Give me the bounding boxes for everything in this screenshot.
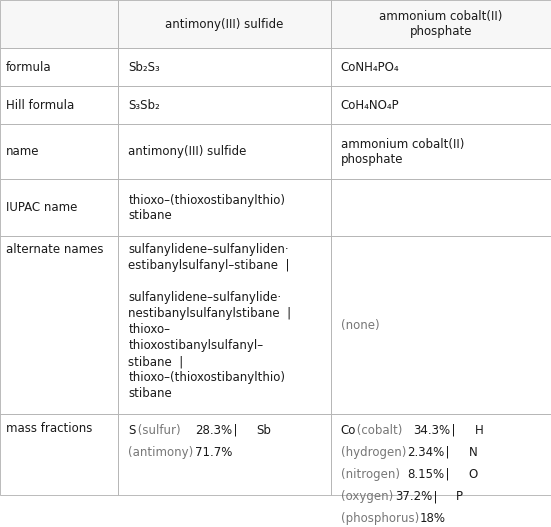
Text: |: | xyxy=(426,490,445,503)
Text: |: | xyxy=(438,446,457,459)
Bar xyxy=(0,0,118,48)
Text: antimony(III) sulfide: antimony(III) sulfide xyxy=(128,145,247,158)
Text: (phosphorus): (phosphorus) xyxy=(341,512,423,525)
Bar xyxy=(331,48,551,86)
Text: |: | xyxy=(226,424,245,437)
Bar xyxy=(0,48,118,86)
Text: 37.2%: 37.2% xyxy=(395,490,433,503)
Bar xyxy=(118,236,331,414)
Bar xyxy=(331,0,551,48)
Text: IUPAC name: IUPAC name xyxy=(6,201,77,214)
Text: sulfanylidene–sulfanyliden·
estibanylsulfanyl–stibane  |

sulfanylidene–sulfanyl: sulfanylidene–sulfanyliden· estibanylsul… xyxy=(128,243,291,401)
Text: (antimony): (antimony) xyxy=(128,446,197,459)
Text: 18%: 18% xyxy=(420,512,446,525)
Text: CoNH₄PO₄: CoNH₄PO₄ xyxy=(341,61,399,74)
Bar xyxy=(331,414,551,495)
Text: Sb: Sb xyxy=(256,424,271,437)
Text: 2.34%: 2.34% xyxy=(408,446,445,459)
Bar xyxy=(0,179,118,236)
Bar xyxy=(118,414,331,495)
Text: O: O xyxy=(468,468,478,481)
Text: name: name xyxy=(6,145,39,158)
Bar xyxy=(331,179,551,236)
Bar xyxy=(0,124,118,179)
Text: (oxygen): (oxygen) xyxy=(341,490,397,503)
Text: (none): (none) xyxy=(341,319,379,331)
Text: Sb₂S₃: Sb₂S₃ xyxy=(128,61,160,74)
Text: H: H xyxy=(474,424,483,437)
Text: 28.3%: 28.3% xyxy=(196,424,233,437)
Text: CoH₄NO₄P: CoH₄NO₄P xyxy=(341,99,399,112)
Bar xyxy=(118,124,331,179)
Bar xyxy=(0,86,118,124)
Text: N: N xyxy=(468,446,477,459)
Text: formula: formula xyxy=(6,61,51,74)
Text: 71.7%: 71.7% xyxy=(196,446,233,459)
Bar xyxy=(0,236,118,414)
Text: 8.15%: 8.15% xyxy=(408,468,445,481)
Bar xyxy=(118,86,331,124)
Text: 34.3%: 34.3% xyxy=(414,424,451,437)
Text: (cobalt): (cobalt) xyxy=(353,424,406,437)
Bar xyxy=(118,0,331,48)
Text: |: | xyxy=(438,468,457,481)
Text: Hill formula: Hill formula xyxy=(6,99,74,112)
Text: thioxo–(thioxostibanylthio)
stibane: thioxo–(thioxostibanylthio) stibane xyxy=(128,193,285,222)
Bar xyxy=(118,179,331,236)
Text: S₃Sb₂: S₃Sb₂ xyxy=(128,99,160,112)
Text: ammonium cobalt(II)
phosphate: ammonium cobalt(II) phosphate xyxy=(341,138,464,166)
Bar xyxy=(331,124,551,179)
Text: alternate names: alternate names xyxy=(6,243,103,257)
Text: |: | xyxy=(444,424,463,437)
Bar xyxy=(0,414,118,495)
Bar xyxy=(331,86,551,124)
Text: ammonium cobalt(II)
phosphate: ammonium cobalt(II) phosphate xyxy=(379,10,503,38)
Text: mass fractions: mass fractions xyxy=(6,422,92,435)
Text: P: P xyxy=(456,490,463,503)
Bar xyxy=(331,236,551,414)
Bar xyxy=(118,48,331,86)
Text: (sulfur): (sulfur) xyxy=(134,424,185,437)
Text: S: S xyxy=(128,424,136,437)
Text: (hydrogen): (hydrogen) xyxy=(341,446,409,459)
Text: (nitrogen): (nitrogen) xyxy=(341,468,403,481)
Text: antimony(III) sulfide: antimony(III) sulfide xyxy=(165,18,284,31)
Text: Co: Co xyxy=(341,424,356,437)
